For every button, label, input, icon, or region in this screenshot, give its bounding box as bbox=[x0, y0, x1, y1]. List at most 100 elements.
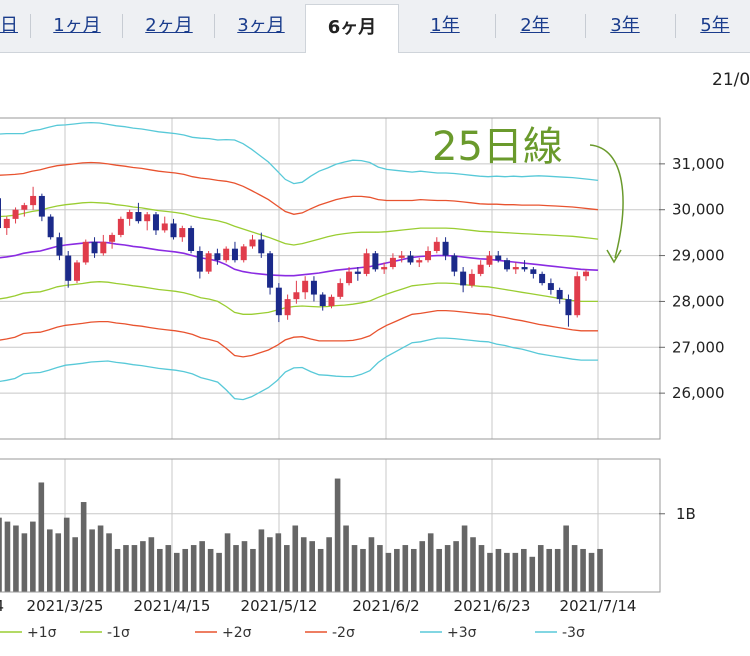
chart-date-label: 21/0 bbox=[712, 70, 750, 90]
band-line-plus2-sigma bbox=[0, 161, 599, 215]
candle bbox=[521, 260, 528, 272]
volume-bar bbox=[30, 521, 36, 592]
volume-bar bbox=[419, 541, 426, 592]
legend-label: -3σ bbox=[562, 625, 585, 641]
candle bbox=[547, 278, 554, 295]
candle bbox=[205, 250, 212, 274]
candle bbox=[240, 244, 247, 263]
candle bbox=[161, 216, 168, 233]
tab-separator bbox=[675, 14, 676, 38]
date-x-axis: 4 2021/3/25 2021/4/15 2021/5/12 2021/6/2 2021… bbox=[0, 597, 636, 615]
annotation-arrowhead bbox=[606, 249, 622, 264]
tab-5-years[interactable]: 5年 bbox=[700, 15, 730, 36]
candle bbox=[477, 260, 484, 277]
volume-bar bbox=[165, 545, 172, 592]
volume-bar bbox=[427, 533, 434, 592]
volume-panel-frame bbox=[0, 458, 661, 593]
volume-bar bbox=[55, 533, 62, 592]
volume-bar bbox=[97, 525, 104, 592]
volume-bar bbox=[461, 525, 468, 592]
tab-separator bbox=[495, 14, 496, 38]
candle bbox=[372, 250, 379, 272]
band-line-minus3-sigma bbox=[0, 337, 598, 401]
candle bbox=[346, 267, 353, 286]
volume-bar bbox=[21, 533, 28, 592]
candle bbox=[565, 294, 572, 327]
candle bbox=[512, 262, 519, 274]
volume-bar bbox=[436, 548, 442, 592]
ma-annotation-label: 25日線 bbox=[432, 124, 563, 170]
volume-bar bbox=[394, 548, 400, 592]
tab-separator bbox=[214, 14, 215, 38]
volume-bar bbox=[46, 529, 53, 592]
volume-y-axis: 1B bbox=[659, 505, 696, 523]
candle bbox=[65, 250, 72, 288]
volume-bar bbox=[580, 548, 586, 592]
x-tick-label: 2021/7/14 bbox=[560, 597, 637, 615]
tab-2-months[interactable]: 2ヶ月 bbox=[145, 15, 193, 36]
candle bbox=[460, 267, 467, 293]
candle bbox=[425, 246, 432, 263]
tab-2-years[interactable]: 2年 bbox=[520, 15, 550, 36]
period-tab-bar: 日 1ヶ月 2ヶ月 3ヶ月 6ヶ月 1年 2年 3年 5年 bbox=[0, 0, 750, 53]
volume-bar bbox=[157, 548, 163, 592]
volume-bar bbox=[173, 552, 180, 592]
candle bbox=[21, 202, 28, 217]
volume-bar bbox=[385, 552, 392, 592]
candle bbox=[38, 193, 45, 222]
volume-bar bbox=[351, 545, 358, 592]
volume-bars bbox=[0, 478, 603, 592]
volume-bar bbox=[487, 552, 493, 592]
volume-bar bbox=[190, 545, 197, 592]
volume-bar bbox=[0, 517, 2, 592]
volume-bar bbox=[216, 552, 222, 592]
y-tick-label: 29,000 bbox=[672, 247, 725, 265]
volume-bar bbox=[148, 537, 155, 592]
y-tick-label: 28,000 bbox=[672, 292, 725, 310]
volume-bar bbox=[521, 548, 527, 592]
candle bbox=[451, 253, 458, 277]
volume-bar bbox=[368, 537, 375, 592]
candle bbox=[407, 250, 414, 265]
candlesticks bbox=[0, 186, 589, 327]
volume-bar bbox=[444, 545, 451, 592]
tab-3-years[interactable]: 3年 bbox=[610, 15, 640, 36]
volume-bar bbox=[402, 545, 409, 592]
band-line-plus3-sigma bbox=[0, 121, 599, 185]
candle bbox=[196, 246, 203, 279]
candle bbox=[275, 283, 282, 323]
candle bbox=[504, 257, 511, 272]
candle bbox=[574, 271, 581, 318]
moving-average-line bbox=[0, 241, 599, 277]
volume-bar bbox=[72, 537, 78, 592]
volume-bar bbox=[80, 502, 87, 592]
volume-bar bbox=[343, 525, 349, 592]
tab-separator bbox=[30, 14, 31, 38]
tab-6-months[interactable]: 6ヶ月 bbox=[305, 4, 399, 53]
legend-label: +3σ bbox=[447, 625, 477, 641]
candle bbox=[135, 202, 142, 224]
x-tick-label: 2021/4/15 bbox=[134, 597, 211, 615]
x-tick-label: 2021/5/12 bbox=[241, 597, 318, 615]
tab-1-month[interactable]: 1ヶ月 bbox=[53, 15, 101, 36]
candle bbox=[91, 237, 98, 258]
volume-bar bbox=[13, 525, 19, 592]
candle bbox=[530, 267, 537, 279]
tab-1-year[interactable]: 1年 bbox=[430, 15, 460, 36]
x-tick-label: 2021/6/23 bbox=[454, 597, 531, 615]
volume-bar bbox=[512, 552, 519, 592]
volume-bar bbox=[300, 537, 307, 592]
volume-bar bbox=[275, 533, 282, 592]
tab-3-months[interactable]: 3ヶ月 bbox=[237, 15, 285, 36]
candle bbox=[249, 234, 256, 249]
candle bbox=[389, 253, 396, 270]
candle bbox=[179, 225, 186, 242]
tab-daily[interactable]: 日 bbox=[0, 15, 18, 36]
volume-bar bbox=[258, 529, 265, 592]
candle bbox=[486, 250, 493, 268]
volume-bar bbox=[563, 525, 569, 592]
volume-bar bbox=[326, 537, 332, 592]
legend: +1σ -1σ +2σ -2σ +3σ -3σ bbox=[0, 625, 585, 641]
legend-label: -1σ bbox=[107, 625, 130, 641]
